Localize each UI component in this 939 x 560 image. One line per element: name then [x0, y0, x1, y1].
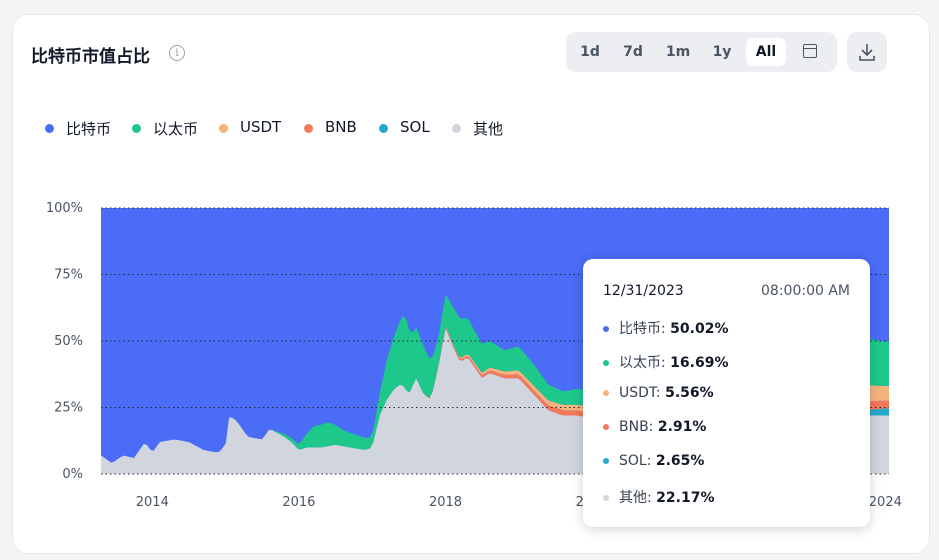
legend-label-bnb: BNB [325, 118, 357, 136]
tooltip-value: 22.17% [656, 489, 715, 506]
info-icon[interactable]: i [169, 45, 185, 61]
tooltip-value: 16.69% [670, 354, 729, 371]
x-tick-label: 2024 [869, 495, 902, 510]
tooltip-dot [603, 390, 609, 397]
y-tick-label: 100% [46, 201, 83, 216]
tooltip-dot [603, 326, 609, 332]
legend-dot-btc [45, 124, 54, 133]
legend-label-other: 其他 [473, 120, 504, 138]
tooltip-date: 12/31/2023 [603, 283, 684, 299]
tooltip-row: 其他: 22.17% [603, 487, 714, 507]
tooltip-value: 5.56% [665, 385, 714, 402]
range-1d-button[interactable]: 1d [580, 44, 600, 60]
x-tick-label: 2016 [282, 495, 315, 510]
y-tick-label: 25% [54, 401, 83, 416]
tooltip-label: 其他: [619, 489, 657, 506]
tooltip-dot [603, 359, 609, 366]
legend-dot-bnb [304, 124, 313, 133]
time-range-selector: 1d 7d 1m 1y All [566, 32, 837, 72]
chart-tooltip: 12/31/2023 08:00:00 AM 比特币: 50.02% 以太币: 1… [583, 259, 870, 527]
download-icon [859, 44, 875, 61]
x-tick-label: 2014 [136, 495, 169, 510]
tooltip-value: 2.91% [657, 419, 707, 436]
range-1y-button[interactable]: 1y [712, 44, 732, 60]
legend-dot-sol [379, 124, 388, 133]
tooltip-value: 2.65% [655, 452, 705, 469]
calendar-icon[interactable] [803, 44, 817, 58]
range-7d-button[interactable]: 7d [623, 44, 643, 60]
tooltip-value: 50.02% [670, 321, 729, 337]
y-tick-label: 75% [54, 268, 83, 283]
download-button[interactable] [847, 32, 887, 72]
legend-dot-other [452, 124, 461, 133]
tooltip-label: 以太币: [619, 354, 671, 371]
tooltip-label: BNB: [619, 419, 658, 436]
tooltip-dot [603, 494, 609, 501]
chart-title: 比特币市值占比 [31, 47, 150, 67]
tooltip-row: 比特币: 50.02% [603, 318, 728, 338]
tooltip-label: 比特币: [619, 321, 671, 337]
range-all-button[interactable]: All [746, 38, 786, 66]
legend-label-eth: 以太币 [153, 120, 199, 138]
legend-label-btc: 比特币 [66, 120, 112, 138]
tooltip-time: 08:00:00 AM [761, 283, 850, 299]
tooltip-row: BNB: 2.91% [603, 419, 706, 435]
legend-dot-eth [132, 124, 141, 133]
range-1m-button[interactable]: 1m [665, 44, 691, 60]
legend-label-usdt: USDT [240, 118, 282, 136]
tooltip-dot [603, 424, 609, 431]
tooltip-dot [603, 457, 609, 464]
tooltip-label: SOL: [619, 452, 656, 469]
tooltip-row: 以太币: 16.69% [603, 352, 728, 372]
x-tick-label: 2018 [429, 495, 462, 510]
y-tick-label: 0% [62, 467, 83, 482]
tooltip-row: SOL: 2.65% [603, 453, 704, 469]
tooltip-row: USDT: 5.56% [603, 385, 714, 401]
legend-dot-usdt [219, 124, 228, 133]
legend-label-sol: SOL [400, 118, 430, 136]
y-tick-label: 50% [54, 334, 83, 349]
tooltip-label: USDT: [619, 385, 666, 402]
